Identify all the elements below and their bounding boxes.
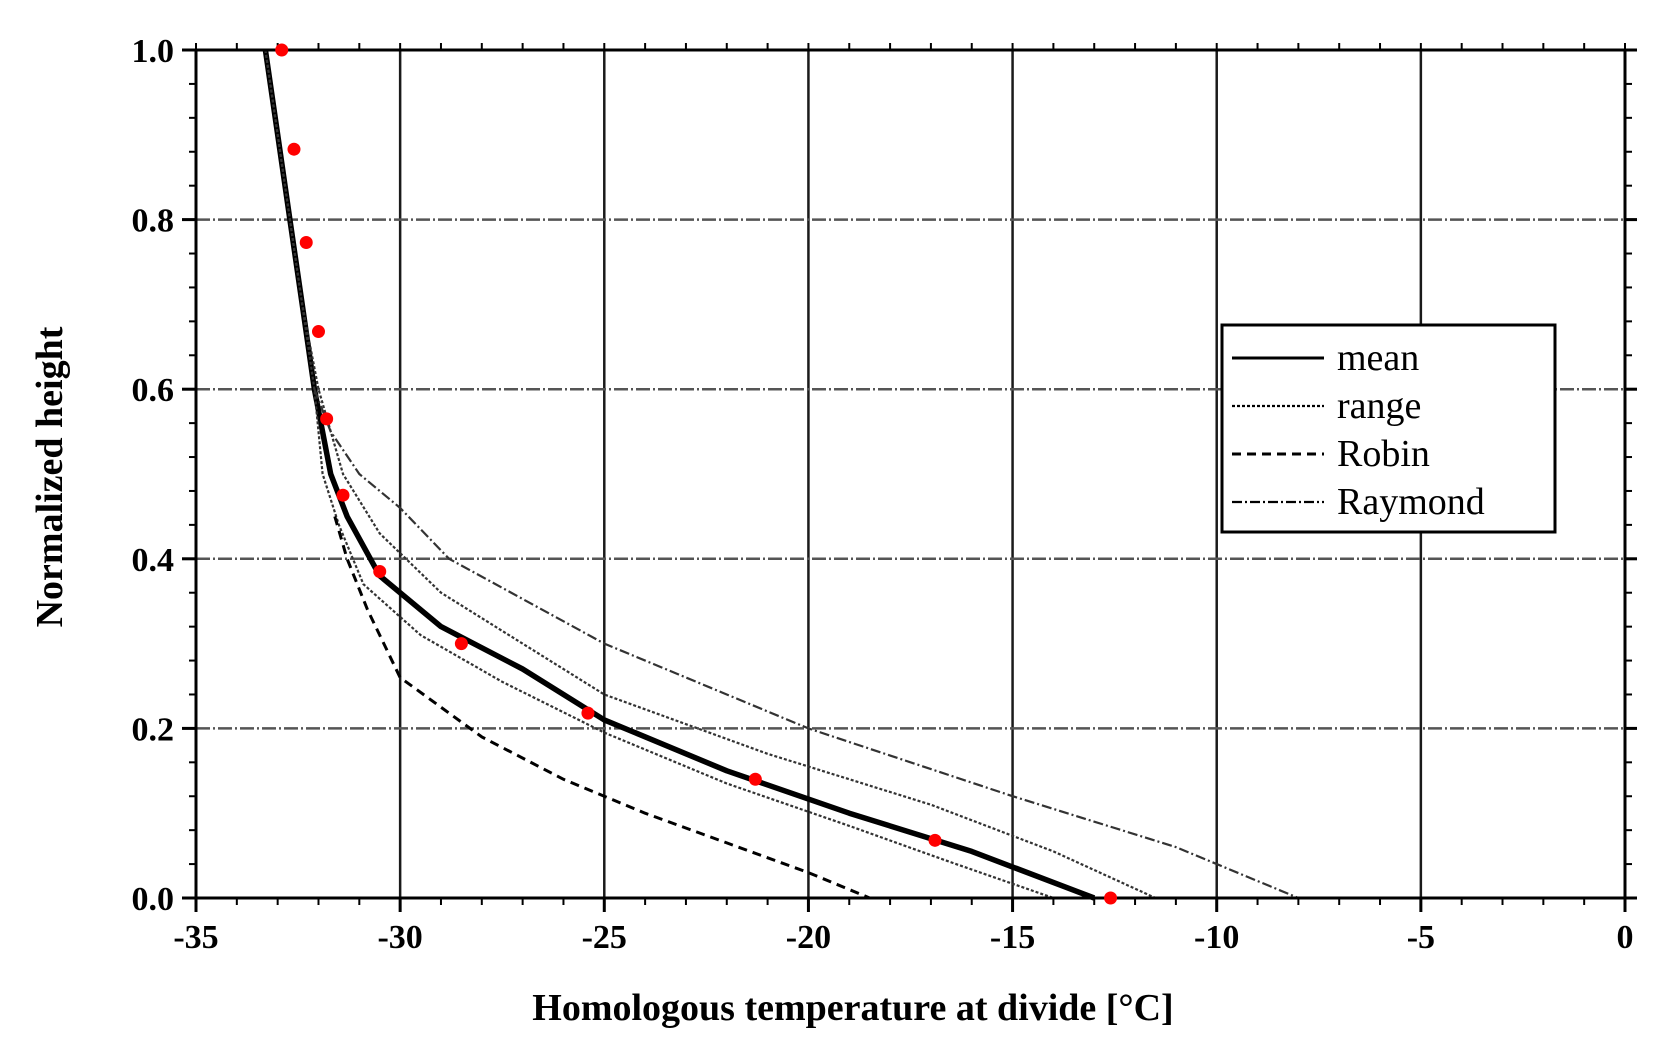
- series-line-robin: [333, 515, 871, 900]
- data-point-marker: [275, 43, 289, 57]
- legend: mean range Robin Raymond: [1220, 323, 1557, 534]
- x-tick-label: -15: [990, 919, 1035, 956]
- data-point-marker: [581, 706, 595, 720]
- y-tick-label: 0.8: [132, 203, 175, 240]
- marker-layer: [275, 43, 1118, 905]
- series-line-mean: [262, 49, 1096, 901]
- legend-label: range: [1337, 385, 1421, 427]
- x-tick-label: -35: [173, 919, 218, 956]
- x-tick-label: -30: [377, 919, 422, 956]
- data-point-marker: [287, 142, 301, 156]
- legend-label: mean: [1337, 337, 1419, 379]
- legend-label: Raymond: [1337, 481, 1485, 523]
- y-axis-label: Normalized height: [29, 326, 71, 627]
- data-point-marker: [1104, 891, 1118, 905]
- x-tick-label: 0: [1617, 919, 1634, 956]
- series-layer: [262, 49, 1299, 901]
- plot-frame: [194, 48, 1627, 900]
- data-point-marker: [454, 637, 468, 651]
- series-line-range: [264, 49, 1054, 900]
- y-tick-label: 0.4: [132, 542, 175, 579]
- series-line-range: [264, 49, 1156, 900]
- data-point-marker: [748, 772, 762, 786]
- series-line-raymond: [313, 388, 1299, 900]
- data-point-marker: [373, 565, 387, 579]
- x-tick-label: -10: [1194, 919, 1239, 956]
- tick-layer: -35 -30 -25 -20 -15 -10 -5 0 0.0 0.2 0.4 0.6 0.8 1.0: [132, 33, 1637, 956]
- frame-layer: [194, 48, 1627, 900]
- data-point-marker: [928, 833, 942, 847]
- data-point-marker: [336, 488, 350, 502]
- x-tick-label: -20: [786, 919, 831, 956]
- data-point-marker: [299, 235, 313, 249]
- y-tick-label: 0.6: [132, 372, 175, 409]
- x-tick-label: -25: [582, 919, 627, 956]
- y-tick-label: 1.0: [132, 33, 175, 70]
- x-tick-label: -5: [1407, 919, 1435, 956]
- y-tick-label: 0.2: [132, 711, 175, 748]
- data-point-marker: [320, 412, 334, 426]
- data-point-marker: [311, 325, 325, 339]
- legend-label: Robin: [1337, 433, 1430, 475]
- x-axis-label: Homologous temperature at divide [°C]: [532, 987, 1173, 1029]
- y-tick-label: 0.0: [132, 881, 175, 918]
